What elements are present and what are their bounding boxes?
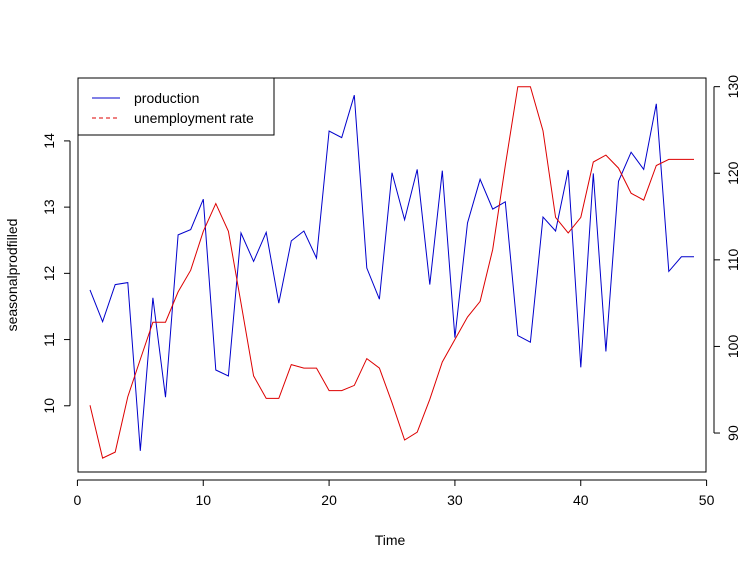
y-left-tick-label: 12 (41, 265, 57, 281)
x-tick-label: 50 (699, 492, 715, 508)
y-right-tick-label: 110 (725, 248, 741, 271)
x-tick-label: 30 (447, 492, 463, 508)
plot-frame (77, 77, 707, 473)
x-tick-label: 10 (195, 492, 211, 508)
x-axis-label: Time (375, 532, 406, 548)
y-right-tick-label: 120 (725, 161, 741, 185)
y-axis-label: seasonalprodfilled (4, 219, 20, 332)
legend-label-production: production (134, 90, 199, 106)
legend-box (77, 77, 275, 136)
x-tick-label: 20 (321, 492, 337, 508)
y-left-tick-label: 11 (41, 332, 57, 347)
y-left-tick-label: 14 (41, 133, 57, 149)
y-axis-right: 90 100 110 120 130 (713, 75, 741, 441)
y-right-tick-label: 90 (725, 425, 741, 441)
series-line-unemployment (89, 86, 694, 459)
y-right-tick-label: 100 (725, 335, 741, 359)
y-left-tick-label: 10 (41, 398, 57, 414)
series-line-production (89, 95, 694, 451)
legend-label-unemployment: unemployment rate (134, 110, 254, 126)
y-axis-left: 10 11 12 13 14 (41, 133, 71, 414)
y-left-tick-label: 13 (41, 199, 57, 215)
x-tick-label: 0 (74, 492, 82, 508)
y-right-tick-label: 130 (725, 75, 741, 99)
legend: production unemployment rate (77, 77, 275, 136)
x-tick-label: 40 (573, 492, 589, 508)
series-layer (89, 86, 694, 459)
x-axis: 0 10 20 30 40 50 (74, 479, 715, 508)
